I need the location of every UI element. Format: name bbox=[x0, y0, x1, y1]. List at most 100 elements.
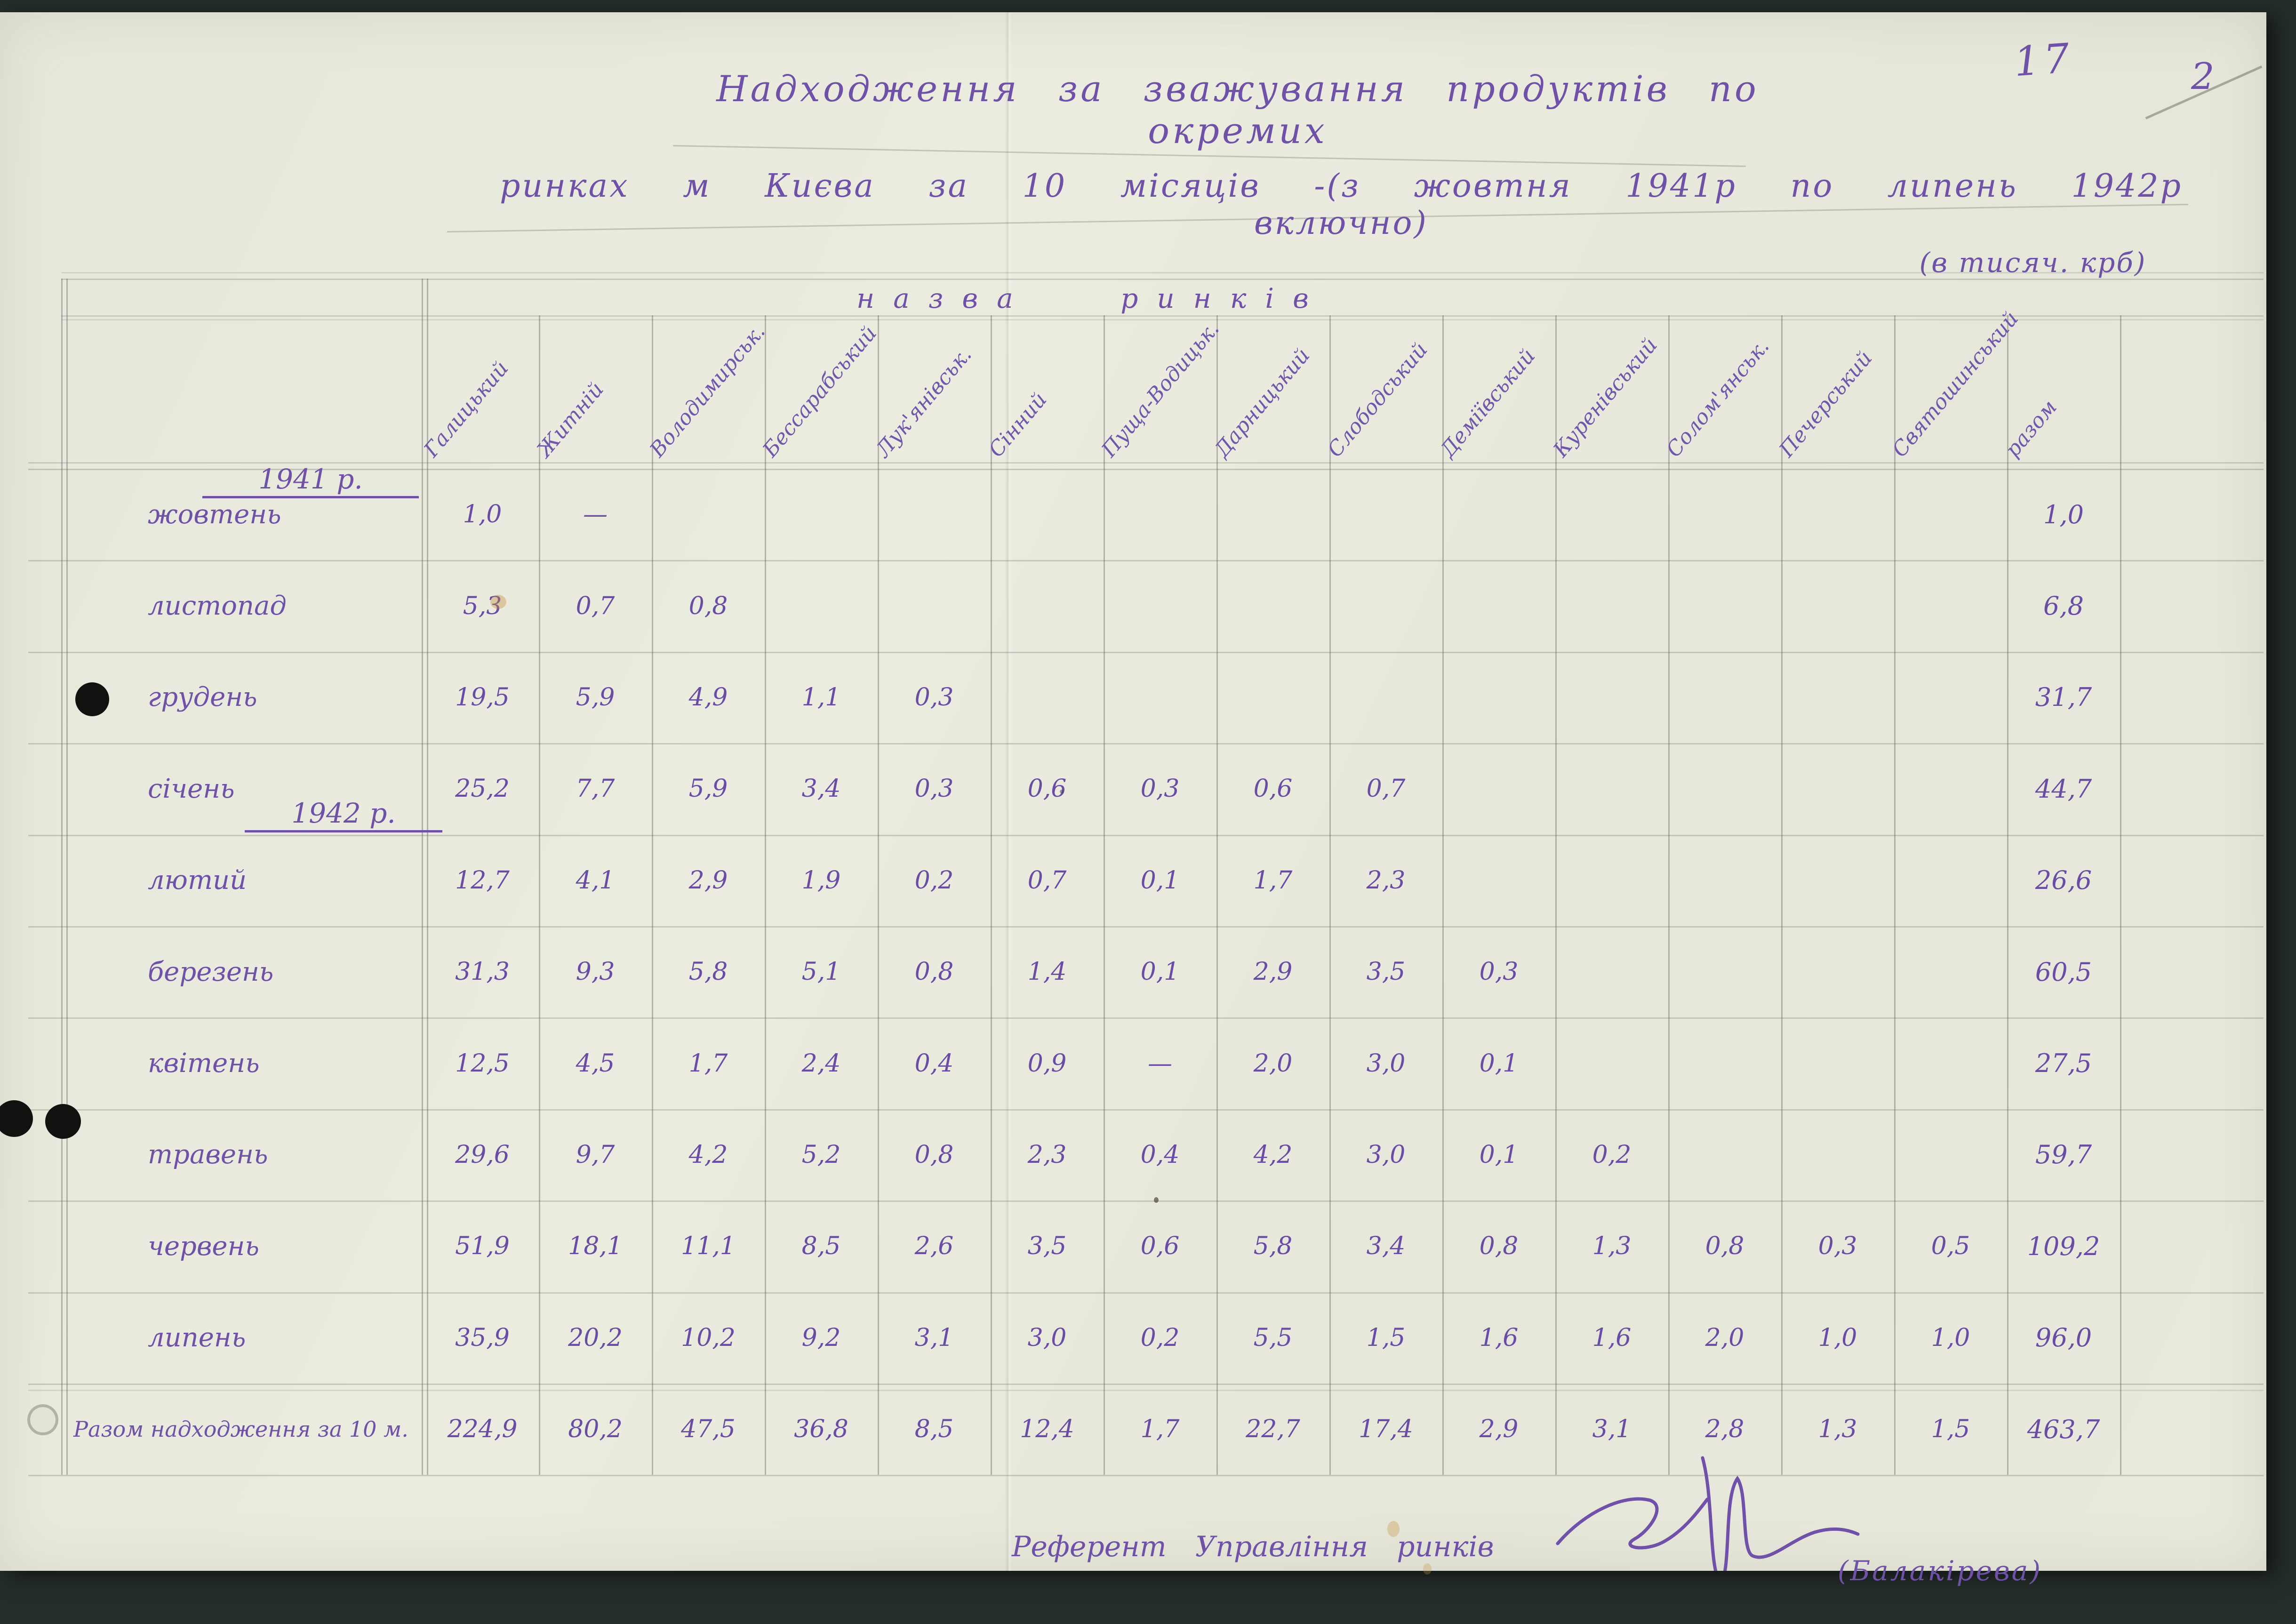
table-cell: 5,1 bbox=[801, 958, 841, 986]
grid-line-v bbox=[1104, 315, 1105, 1475]
column-header: Дарницький bbox=[1210, 344, 1315, 462]
table-cell: 8,5 bbox=[914, 1415, 954, 1444]
grid-line-h bbox=[28, 462, 2264, 464]
table-cell: 20,2 bbox=[568, 1323, 623, 1352]
speck bbox=[1060, 790, 1064, 793]
table-cell: 36,8 bbox=[794, 1415, 848, 1444]
column-header: Володимирськ. bbox=[645, 320, 770, 462]
table-cell: 5,8 bbox=[1253, 1232, 1293, 1261]
grid-line-v bbox=[878, 315, 879, 1475]
table-cell: 3,1 bbox=[914, 1323, 954, 1352]
row-label: січень bbox=[148, 773, 235, 804]
column-header: Куренівський bbox=[1549, 333, 1663, 462]
grid-line-h bbox=[28, 560, 2264, 562]
row-label: квітень bbox=[148, 1048, 260, 1079]
table-cell: 7,7 bbox=[576, 775, 615, 803]
table-cell: 0,7 bbox=[1366, 775, 1406, 803]
table-cell-total: 109,2 bbox=[2027, 1231, 2100, 1261]
column-header: Бессарабський bbox=[758, 321, 882, 462]
punch-hole bbox=[27, 1404, 58, 1435]
table-cell: — bbox=[1148, 1049, 1172, 1078]
title-line-1: Надходження за зважування продуктів по о… bbox=[716, 68, 1759, 152]
grid-line-v bbox=[1781, 315, 1783, 1475]
table-cell: 47,5 bbox=[681, 1415, 736, 1444]
row-label: травень bbox=[148, 1139, 268, 1170]
column-header: Галицький bbox=[419, 356, 513, 462]
table-cell: 8,5 bbox=[801, 1232, 841, 1261]
ink-blot-hole bbox=[0, 1100, 33, 1137]
table-cell: 22,7 bbox=[1246, 1415, 1300, 1444]
table-cell: 0,3 bbox=[1140, 775, 1180, 803]
table-cell: 1,0 bbox=[463, 500, 502, 529]
grid-line-h bbox=[28, 1292, 2264, 1294]
table-cell: 0,8 bbox=[914, 958, 954, 986]
pencil-page-number: 2 bbox=[2191, 56, 2215, 98]
table-cell: 12,7 bbox=[455, 866, 510, 895]
column-header: Печерський bbox=[1775, 346, 1877, 462]
column-header: Житній bbox=[532, 377, 608, 462]
grid-line-v bbox=[991, 315, 992, 1475]
table-cell: 1,9 bbox=[801, 866, 841, 895]
table-cell: 12,4 bbox=[1020, 1415, 1074, 1444]
table-cell: 1,6 bbox=[1479, 1323, 1519, 1352]
grid-line-h bbox=[61, 315, 2264, 317]
table-cell: 0,2 bbox=[914, 866, 954, 895]
table-cell: 9,3 bbox=[576, 958, 615, 986]
table-cell: 0,6 bbox=[1253, 775, 1293, 803]
table-cell: 5,9 bbox=[576, 683, 615, 712]
column-header: Солом'янськ. bbox=[1662, 334, 1774, 462]
row-label: Разом надходження за 10 м. bbox=[73, 1416, 408, 1442]
table-cell-total: 59,7 bbox=[2035, 1140, 2092, 1170]
table-cell: 0,1 bbox=[1140, 866, 1180, 895]
row-label: липень bbox=[148, 1322, 246, 1353]
table-cell: 9,2 bbox=[801, 1323, 841, 1352]
ink-blot-hole bbox=[75, 682, 109, 716]
table-cell: — bbox=[583, 500, 608, 529]
grid-line-v bbox=[1216, 315, 1218, 1475]
table-cell-total: 1,0 bbox=[2043, 499, 2084, 529]
grid-line-v bbox=[539, 315, 540, 1475]
grid-line-v bbox=[1894, 315, 1896, 1475]
table-cell: 4,5 bbox=[576, 1049, 615, 1078]
table-cell: 80,2 bbox=[568, 1415, 623, 1444]
title-line-2: ринках м Києва за 10 місяців -(з жовтня … bbox=[499, 168, 2183, 242]
paper-sheet: 17 2 Надходження за зважування продуктів… bbox=[0, 12, 2266, 1587]
grid-line-h bbox=[28, 1200, 2264, 1202]
ink-blot-hole bbox=[45, 1104, 81, 1139]
grid-line-v bbox=[1668, 315, 1670, 1475]
grid-line-v bbox=[765, 315, 766, 1475]
table-cell: 2,6 bbox=[914, 1232, 954, 1261]
grid-line-h bbox=[61, 279, 2264, 280]
table-cell-total: 44,7 bbox=[2035, 774, 2092, 804]
column-header: Пуща-Водицьк. bbox=[1097, 317, 1224, 462]
table-cell: 0,3 bbox=[914, 775, 954, 803]
table-cell: 31,3 bbox=[455, 958, 510, 986]
table-cell: 1,3 bbox=[1818, 1415, 1857, 1444]
table: Галицький Житній Володимирськ. Бессарабськи… bbox=[0, 12, 2266, 1571]
grid-line-v bbox=[1555, 315, 1557, 1475]
column-header: Святошинський bbox=[1888, 306, 2024, 462]
year-section-1942: 1942 р. bbox=[245, 797, 442, 832]
table-cell: 0,3 bbox=[914, 683, 954, 712]
grid-line-v bbox=[2120, 315, 2121, 1475]
table-cell: 1,6 bbox=[1592, 1323, 1632, 1352]
table-cell: 1,5 bbox=[1931, 1415, 1970, 1444]
table-cell-total: 6,8 bbox=[2043, 591, 2084, 621]
table-cell: 3,5 bbox=[1366, 958, 1406, 986]
grid-line-h bbox=[28, 1475, 2264, 1477]
table-cell: 25,2 bbox=[455, 775, 510, 803]
table-cell: 2,9 bbox=[688, 866, 728, 895]
table-cell: 1,0 bbox=[1818, 1323, 1857, 1352]
table-cell: 0,7 bbox=[1027, 866, 1067, 895]
grid-line-h bbox=[28, 651, 2264, 653]
table-cell: 11,1 bbox=[681, 1232, 736, 1261]
grid-line-h bbox=[28, 1017, 2264, 1019]
table-cell: 5,2 bbox=[801, 1140, 841, 1169]
grid-line-v bbox=[2007, 315, 2008, 1475]
table-cell: 29,6 bbox=[455, 1140, 510, 1169]
grid-line-h bbox=[28, 1384, 2264, 1385]
table-cell: 1,7 bbox=[1253, 866, 1293, 895]
table-cell: 0,8 bbox=[1705, 1232, 1744, 1261]
grid-line-v bbox=[427, 279, 428, 1475]
